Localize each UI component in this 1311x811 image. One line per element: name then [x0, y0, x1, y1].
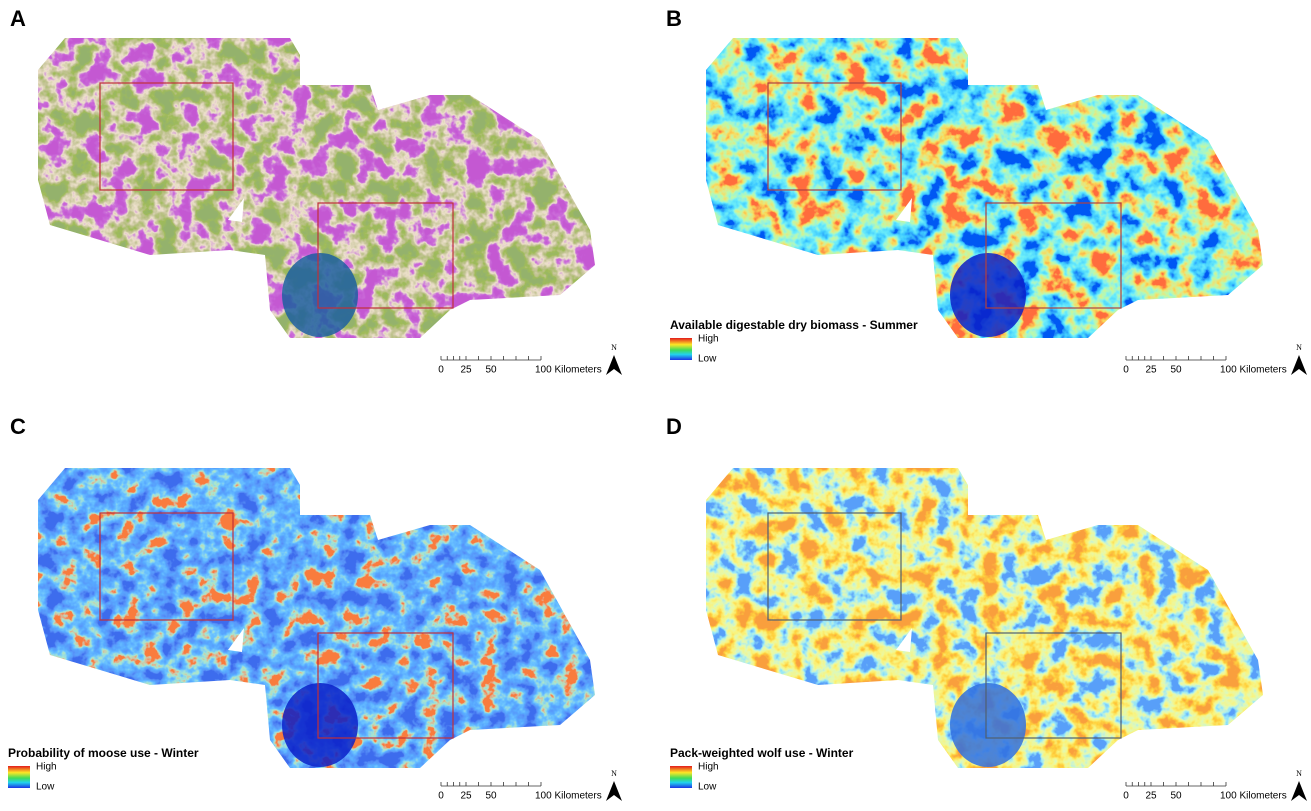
study-box: [767, 82, 902, 191]
panel-letter: B: [666, 6, 682, 31]
scale-label: 50: [485, 791, 497, 802]
scale-label: 0: [438, 791, 444, 802]
panel: A 0 25 50 100 Kilometers N: [10, 6, 622, 376]
legend-high: High: [698, 334, 719, 345]
gap: [896, 198, 912, 222]
lake: [282, 683, 358, 767]
scale-label: 100 Kilometers: [1220, 791, 1287, 802]
study-box: [99, 82, 234, 191]
legend-title: Probability of moose use - Winter: [8, 746, 199, 760]
scale-label: 25: [1145, 365, 1157, 376]
legend-ramp: [670, 766, 692, 788]
scale-label: 0: [1123, 365, 1129, 376]
map: [706, 38, 1263, 338]
legend-ramp: [670, 338, 692, 360]
lake: [950, 253, 1026, 337]
legend-title: Available digestable dry biomass - Summe…: [670, 318, 918, 332]
legend-title: Pack-weighted wolf use - Winter: [670, 746, 854, 760]
scale-label: 0: [1123, 791, 1129, 802]
scale-label: 100 Kilometers: [535, 791, 602, 802]
scale-label: 0: [438, 365, 444, 376]
scale-label: 25: [460, 365, 472, 376]
legend-low: Low: [698, 782, 717, 793]
scale-bar: 0 25 50 100 Kilometers: [438, 782, 602, 802]
gap: [896, 628, 912, 652]
panel-letter: C: [10, 414, 26, 439]
map: [38, 468, 595, 768]
north-arrow: [1291, 781, 1307, 801]
legend-high: High: [698, 762, 719, 773]
map: [38, 38, 595, 338]
map: [706, 468, 1263, 768]
scale-label: 100 Kilometers: [1220, 365, 1287, 376]
panel: B Available digestable dry biomass - Summ…: [666, 6, 1307, 376]
gap: [228, 628, 244, 652]
legend-high: High: [36, 762, 57, 773]
scale-label: 50: [485, 365, 497, 376]
lake: [282, 253, 358, 337]
legend-low: Low: [698, 354, 717, 365]
legend-low: Low: [36, 782, 55, 793]
panel-letter: D: [666, 414, 682, 439]
panel: D Pack-weighted wolf use - Winter High Low 0…: [666, 414, 1307, 802]
scale-label: 25: [460, 791, 472, 802]
study-box: [985, 632, 1122, 739]
study-box: [99, 512, 234, 621]
north-arrow: [606, 781, 622, 801]
lake: [950, 683, 1026, 767]
study-box: [767, 512, 902, 621]
north-label: N: [1296, 769, 1302, 778]
scale-label: 50: [1170, 791, 1182, 802]
north-label: N: [611, 343, 617, 352]
north-arrow: [1291, 355, 1307, 375]
legend-ramp: [8, 766, 30, 788]
gap: [228, 198, 244, 222]
scale-label: 100 Kilometers: [535, 365, 602, 376]
panel: C Probability of moose use - Winter High Lo…: [8, 414, 622, 802]
north-label: N: [1296, 343, 1302, 352]
study-box: [317, 202, 454, 309]
study-box: [317, 632, 454, 739]
north-label: N: [611, 769, 617, 778]
scale-bar: 0 25 50 100 Kilometers: [1123, 782, 1287, 802]
study-box: [985, 202, 1122, 309]
panel-letter: A: [10, 6, 26, 31]
scale-bar: 0 25 50 100 Kilometers: [1123, 356, 1287, 376]
north-arrow: [606, 355, 622, 375]
scale-label: 25: [1145, 791, 1157, 802]
scale-label: 50: [1170, 365, 1182, 376]
scale-bar: 0 25 50 100 Kilometers: [438, 356, 602, 376]
